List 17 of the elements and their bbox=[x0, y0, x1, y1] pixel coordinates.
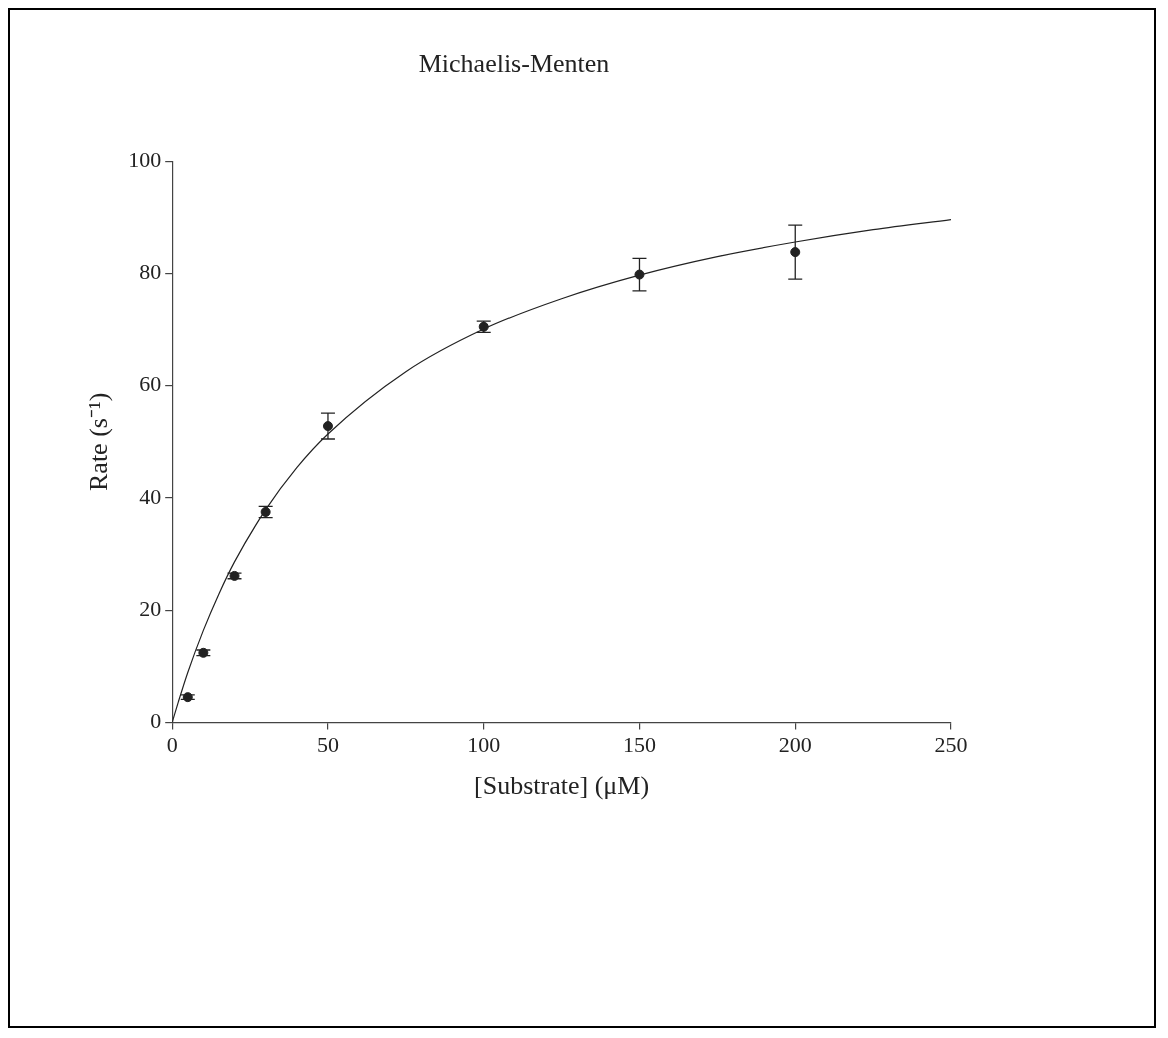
x-tick-label: 150 bbox=[622, 732, 656, 758]
point bbox=[790, 247, 801, 258]
y-tick-label: 20 bbox=[139, 595, 162, 621]
point bbox=[634, 269, 645, 280]
y-axis-title: Rate (s⁻¹) bbox=[84, 392, 114, 491]
x-tick-label: 50 bbox=[316, 732, 339, 758]
y-tick-label: 100 bbox=[128, 146, 162, 172]
x-tick-label: 0 bbox=[166, 732, 178, 758]
x-tick-label: 100 bbox=[467, 732, 501, 758]
x-tick-label: 250 bbox=[934, 732, 968, 758]
chart-title: Michaelis-Menten bbox=[418, 49, 610, 79]
x-tick-label: 200 bbox=[778, 732, 812, 758]
y-tick-label: 60 bbox=[139, 371, 162, 397]
y-tick-label: 0 bbox=[150, 708, 162, 734]
x-axis-title: [Substrate] (μM) bbox=[474, 771, 650, 801]
y-tick-label: 40 bbox=[139, 483, 162, 509]
y-tick-label: 80 bbox=[139, 259, 162, 285]
